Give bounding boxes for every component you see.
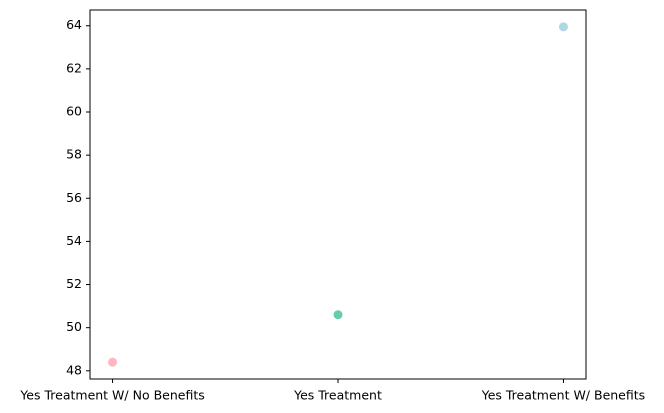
data-point [333, 310, 343, 320]
y-tick-label: 48 [66, 362, 82, 377]
x-tick-label: Yes Treatment [293, 388, 382, 403]
y-tick-label: 52 [66, 276, 82, 291]
y-tick-label: 64 [66, 17, 82, 32]
data-point [558, 22, 568, 32]
y-tick-label: 50 [66, 319, 82, 334]
data-points [108, 22, 568, 367]
x-tick-label: Yes Treatment W/ No Benefits [19, 388, 204, 403]
y-axis: 48 50 52 54 56 58 60 62 64 [66, 17, 90, 377]
y-tick-label: 56 [66, 190, 82, 205]
x-axis: Yes Treatment W/ No Benefits Yes Treatmen… [19, 379, 645, 403]
plot-frame [89, 9, 587, 380]
y-tick-label: 58 [66, 147, 82, 162]
data-point [108, 357, 118, 367]
y-tick-label: 62 [66, 60, 82, 75]
x-tick-label: Yes Treatment W/ Benefits [481, 388, 645, 403]
y-tick-label: 60 [66, 104, 82, 119]
y-tick-label: 54 [66, 233, 82, 248]
